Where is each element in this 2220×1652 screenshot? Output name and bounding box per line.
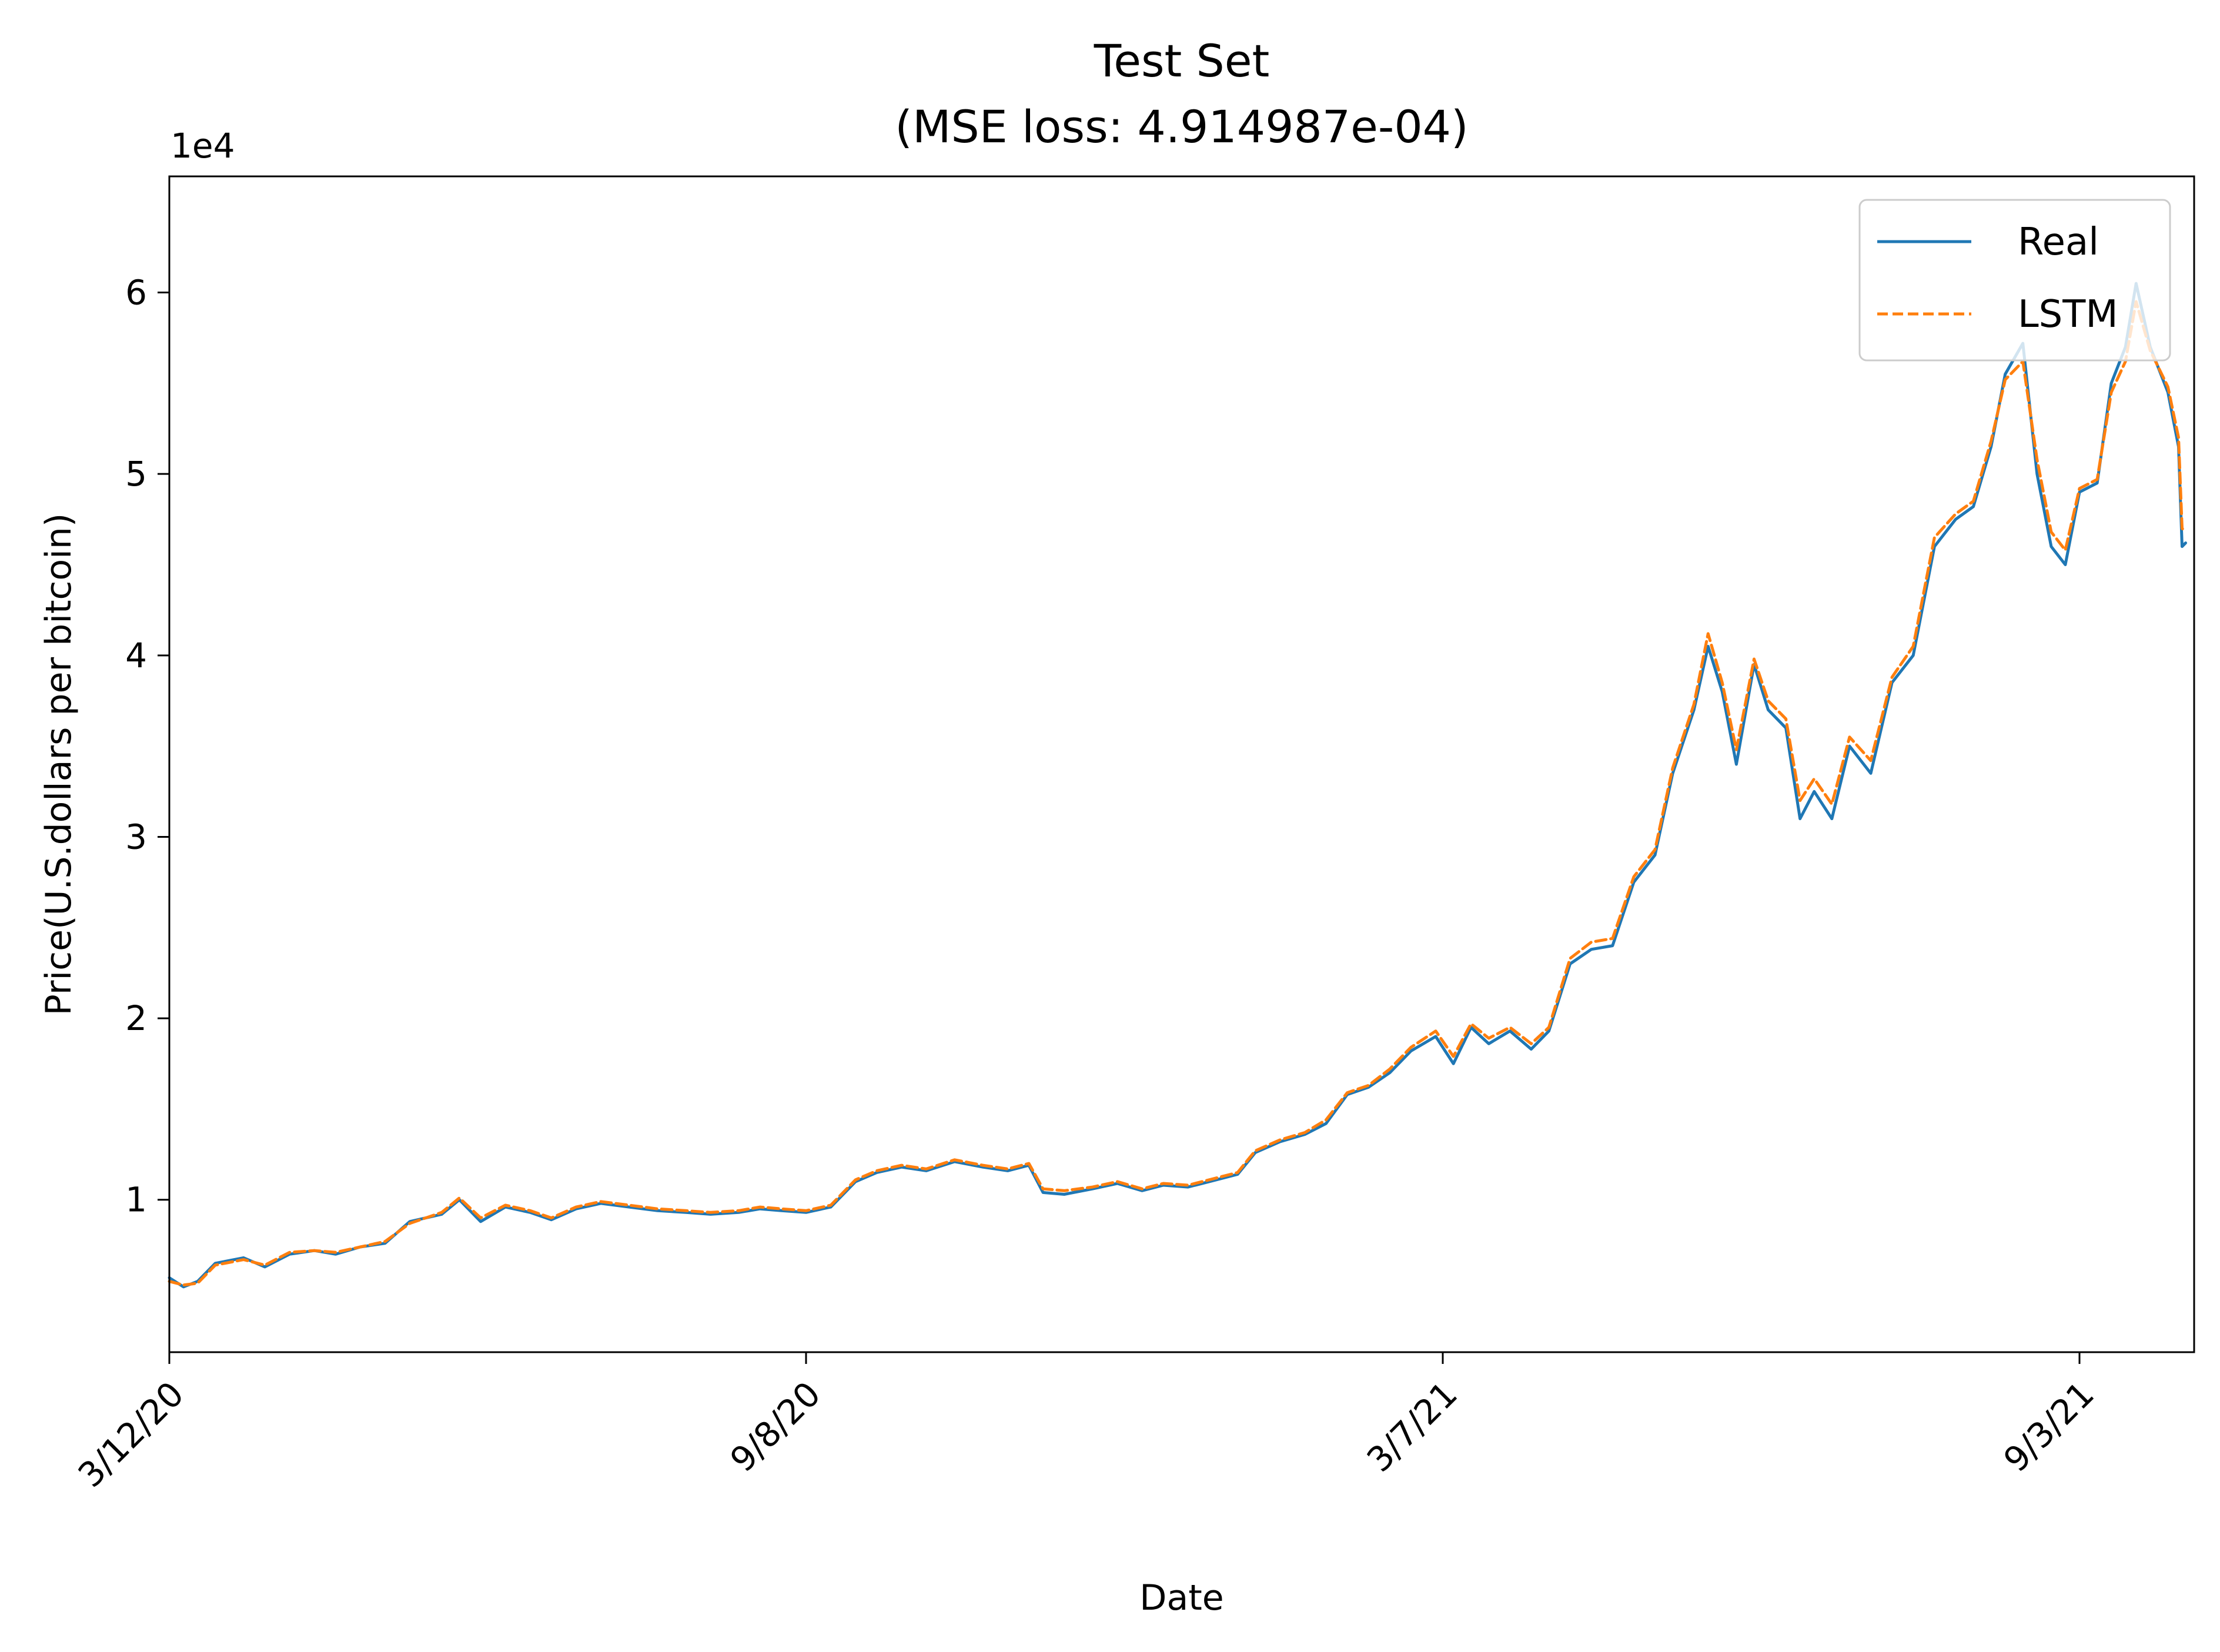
y-tick-label: 4 [125,636,147,675]
chart-title: Test Set [1094,35,1270,87]
legend-label-lstm: LSTM [2018,293,2118,336]
y-tick-label: 1 [125,1180,147,1220]
series-line-lstm [168,300,2187,1287]
legend: Real LSTM [1858,199,2171,362]
y-axis-label: Price(U.S.dollars per bitcoin) [38,513,79,1016]
legend-label-real: Real [2018,220,2099,264]
x-axis-label: Date [1139,1577,1223,1618]
y-axis-offset-label: 1e4 [170,126,235,166]
plot-frame [168,175,2195,1353]
y-tick-label: 2 [125,998,147,1038]
series-line-real [168,282,2187,1289]
y-tick-label: 3 [125,817,147,857]
y-tick-label: 6 [125,273,147,313]
legend-box [1858,199,2171,362]
chart-subtitle: (MSE loss: 4.914987e-04) [895,101,1468,153]
y-tick-label: 5 [125,454,147,494]
series-layer [168,282,2187,1289]
y-axis: 1 2 3 4 5 6 [125,273,169,1220]
